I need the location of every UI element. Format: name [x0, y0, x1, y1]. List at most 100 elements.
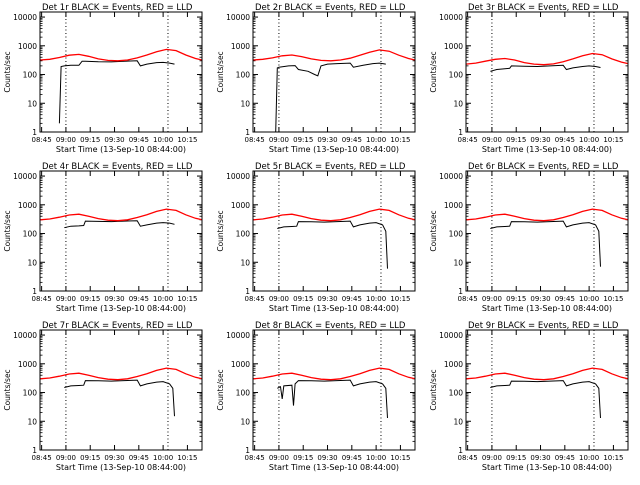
y-tick-label: 10 [27, 258, 37, 267]
x-tick-label: 09:30 [104, 295, 124, 303]
y-tick-label: 100 [23, 230, 38, 239]
y-tick-label: 10 [240, 417, 250, 426]
y-axis-label: Counts/sec [429, 210, 438, 251]
lld-series-line [465, 208, 629, 222]
x-tick-label: 10:00 [579, 454, 599, 462]
x-tick-label: 09:00 [482, 295, 502, 303]
chart-panel-5: Det 5r BLACK = Events, RED = LLD Counts/s… [216, 162, 416, 313]
lld-series-line [39, 208, 203, 222]
x-tick-label: 10:15 [603, 136, 623, 144]
panel-title: Det 1r BLACK = Events, RED = LLD [42, 3, 193, 13]
y-tick-label: 1000 [231, 201, 250, 210]
plot-frame [465, 170, 629, 292]
y-tick-label: 100 [23, 389, 38, 398]
y-axis-label: Counts/sec [3, 51, 12, 92]
x-tick-label: 10:00 [579, 295, 599, 303]
plot-frame [252, 11, 416, 133]
events-series-line [490, 64, 601, 72]
chart-panel-7: Det 7r BLACK = Events, RED = LLD Counts/s… [3, 321, 203, 472]
events-series-line [490, 380, 601, 419]
events-series-line [58, 60, 175, 124]
y-tick-label: 10000 [13, 13, 37, 22]
lld-series-line [465, 52, 629, 66]
y-tick-label: 100 [236, 230, 251, 239]
y-tick-label: 1000 [18, 42, 37, 51]
y-tick-label: 1000 [444, 42, 463, 51]
lld-series-line [465, 367, 629, 381]
x-tick-label: 09:30 [317, 136, 337, 144]
panel-title: Det 2r BLACK = Events, RED = LLD [255, 3, 406, 13]
y-tick-label: 100 [449, 389, 464, 398]
x-tick-label: 09:30 [530, 136, 550, 144]
x-tick-label: 10:15 [390, 295, 410, 303]
x-axis-label: Start Time (13-Sep-10 08:44:00) [482, 145, 612, 154]
plot-frame [252, 329, 416, 451]
x-tick-label: 09:15 [80, 454, 100, 462]
y-tick-label: 10000 [226, 13, 250, 22]
y-tick-label: 1 [32, 128, 37, 137]
events-series-line [64, 220, 175, 229]
y-axis-label: Counts/sec [429, 51, 438, 92]
chart-panel-3: Det 3r BLACK = Events, RED = LLD Counts/s… [429, 3, 629, 154]
x-tick-label: 09:15 [293, 136, 313, 144]
plot-frame [252, 170, 416, 292]
x-tick-label: 09:45 [342, 295, 362, 303]
x-axis-label: Start Time (13-Sep-10 08:44:00) [482, 304, 612, 313]
chart-panel-1: Det 1r BLACK = Events, RED = LLD Counts/s… [3, 3, 203, 154]
x-axis-label: Start Time (13-Sep-10 08:44:00) [56, 145, 186, 154]
y-tick-label: 10 [240, 258, 250, 267]
x-tick-label: 08:45 [32, 295, 52, 303]
x-tick-label: 09:45 [555, 454, 575, 462]
y-tick-label: 1000 [444, 201, 463, 210]
x-tick-label: 09:45 [342, 454, 362, 462]
y-tick-label: 1 [32, 287, 37, 296]
x-tick-label: 09:30 [104, 454, 124, 462]
panel-title: Det 5r BLACK = Events, RED = LLD [255, 162, 406, 172]
y-tick-label: 1000 [18, 201, 37, 210]
y-tick-label: 100 [236, 389, 251, 398]
y-tick-label: 1000 [18, 360, 37, 369]
lld-series-line [252, 49, 416, 62]
lld-series-line [252, 208, 416, 222]
x-tick-label: 09:45 [129, 454, 149, 462]
y-tick-label: 1 [458, 446, 463, 455]
x-tick-label: 10:00 [153, 295, 173, 303]
x-tick-label: 08:45 [458, 295, 478, 303]
lld-series-line [39, 48, 203, 62]
x-tick-label: 09:15 [293, 295, 313, 303]
y-axis-label: Counts/sec [216, 369, 225, 410]
y-tick-label: 1000 [231, 360, 250, 369]
x-tick-label: 10:00 [366, 454, 386, 462]
x-axis-label: Start Time (13-Sep-10 08:44:00) [56, 463, 186, 472]
x-tick-label: 10:00 [366, 295, 386, 303]
x-tick-label: 09:00 [482, 136, 502, 144]
x-tick-label: 10:15 [177, 136, 197, 144]
x-tick-label: 09:30 [104, 136, 124, 144]
plot-frame [465, 11, 629, 133]
x-tick-label: 09:45 [555, 136, 575, 144]
events-series-line [64, 379, 175, 417]
y-tick-label: 10 [453, 258, 463, 267]
plot-frame [39, 11, 203, 133]
x-axis-label: Start Time (13-Sep-10 08:44:00) [56, 304, 186, 313]
plot-frame [465, 329, 629, 451]
x-axis-label: Start Time (13-Sep-10 08:44:00) [482, 463, 612, 472]
y-axis-label: Counts/sec [216, 210, 225, 251]
x-tick-label: 09:00 [482, 454, 502, 462]
y-tick-label: 10 [240, 99, 250, 108]
x-tick-label: 09:30 [530, 295, 550, 303]
lld-series-line [39, 367, 203, 381]
x-tick-label: 09:45 [342, 136, 362, 144]
y-tick-label: 10 [453, 99, 463, 108]
y-tick-label: 1 [245, 287, 250, 296]
x-tick-label: 10:00 [153, 454, 173, 462]
x-tick-label: 09:15 [293, 454, 313, 462]
x-tick-label: 09:00 [56, 136, 76, 144]
y-tick-label: 1 [32, 446, 37, 455]
x-tick-label: 09:30 [530, 454, 550, 462]
y-tick-label: 1 [458, 287, 463, 296]
plot-frame [39, 329, 203, 451]
y-tick-label: 10 [27, 99, 37, 108]
x-tick-label: 09:15 [506, 454, 526, 462]
